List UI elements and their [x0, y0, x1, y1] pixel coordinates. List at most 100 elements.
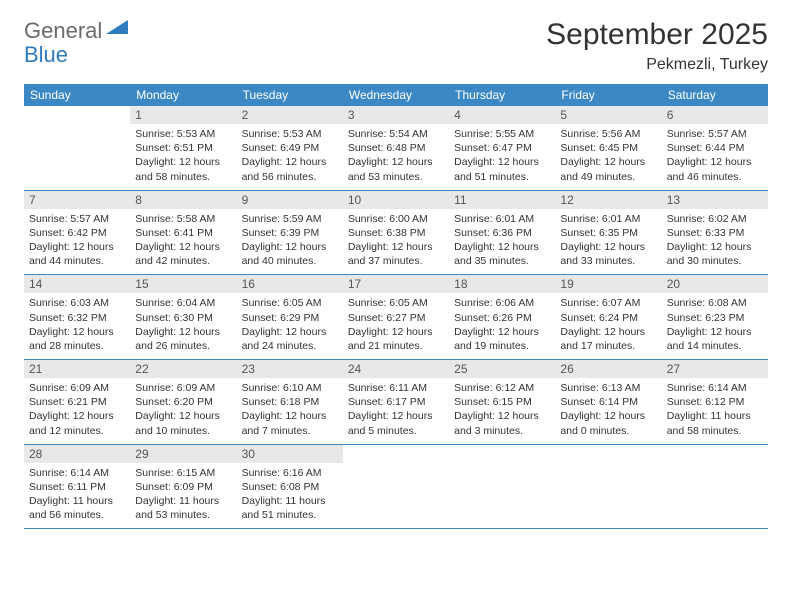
day-content: Sunrise: 6:02 AMSunset: 6:33 PMDaylight:… [662, 209, 768, 275]
day-number: 24 [343, 360, 449, 378]
day-content: Sunrise: 6:05 AMSunset: 6:29 PMDaylight:… [237, 293, 343, 359]
day-number: 16 [237, 275, 343, 293]
day-content: Sunrise: 5:56 AMSunset: 6:45 PMDaylight:… [555, 124, 661, 190]
day-content: Sunrise: 5:57 AMSunset: 6:42 PMDaylight:… [24, 209, 130, 275]
day-number: 22 [130, 360, 236, 378]
day-number: 28 [24, 445, 130, 463]
day-number [555, 445, 661, 449]
day-number: 11 [449, 191, 555, 209]
day-number: 25 [449, 360, 555, 378]
day-number: 21 [24, 360, 130, 378]
day-number: 10 [343, 191, 449, 209]
day-cell [662, 445, 768, 529]
month-title: September 2025 [546, 18, 768, 52]
day-content: Sunrise: 5:54 AMSunset: 6:48 PMDaylight:… [343, 124, 449, 190]
day-content: Sunrise: 5:59 AMSunset: 6:39 PMDaylight:… [237, 209, 343, 275]
logo-text-general: General [24, 18, 102, 44]
day-content: Sunrise: 6:09 AMSunset: 6:20 PMDaylight:… [130, 378, 236, 444]
day-number: 9 [237, 191, 343, 209]
day-content: Sunrise: 5:57 AMSunset: 6:44 PMDaylight:… [662, 124, 768, 190]
logo-sub: Blue [24, 42, 68, 68]
day-content: Sunrise: 6:14 AMSunset: 6:11 PMDaylight:… [24, 463, 130, 529]
day-content: Sunrise: 6:00 AMSunset: 6:38 PMDaylight:… [343, 209, 449, 275]
week-row: 28Sunrise: 6:14 AMSunset: 6:11 PMDayligh… [24, 445, 768, 530]
day-content: Sunrise: 5:55 AMSunset: 6:47 PMDaylight:… [449, 124, 555, 190]
day-cell: 26Sunrise: 6:13 AMSunset: 6:14 PMDayligh… [555, 360, 661, 444]
day-content: Sunrise: 6:01 AMSunset: 6:35 PMDaylight:… [555, 209, 661, 275]
day-content: Sunrise: 6:14 AMSunset: 6:12 PMDaylight:… [662, 378, 768, 444]
day-content: Sunrise: 6:04 AMSunset: 6:30 PMDaylight:… [130, 293, 236, 359]
day-cell: 18Sunrise: 6:06 AMSunset: 6:26 PMDayligh… [449, 275, 555, 359]
day-cell: 4Sunrise: 5:55 AMSunset: 6:47 PMDaylight… [449, 106, 555, 190]
logo-text-blue: Blue [24, 42, 68, 67]
day-number: 26 [555, 360, 661, 378]
day-cell: 10Sunrise: 6:00 AMSunset: 6:38 PMDayligh… [343, 191, 449, 275]
day-content: Sunrise: 6:13 AMSunset: 6:14 PMDaylight:… [555, 378, 661, 444]
day-number: 7 [24, 191, 130, 209]
day-content: Sunrise: 6:15 AMSunset: 6:09 PMDaylight:… [130, 463, 236, 529]
day-cell [343, 445, 449, 529]
title-block: September 2025 Pekmezli, Turkey [546, 18, 768, 74]
day-cell: 25Sunrise: 6:12 AMSunset: 6:15 PMDayligh… [449, 360, 555, 444]
week-row: 7Sunrise: 5:57 AMSunset: 6:42 PMDaylight… [24, 191, 768, 276]
day-number: 4 [449, 106, 555, 124]
day-cell: 9Sunrise: 5:59 AMSunset: 6:39 PMDaylight… [237, 191, 343, 275]
day-cell: 2Sunrise: 5:53 AMSunset: 6:49 PMDaylight… [237, 106, 343, 190]
day-cell [555, 445, 661, 529]
day-cell [24, 106, 130, 190]
week-row: 21Sunrise: 6:09 AMSunset: 6:21 PMDayligh… [24, 360, 768, 445]
day-number: 27 [662, 360, 768, 378]
day-content: Sunrise: 6:07 AMSunset: 6:24 PMDaylight:… [555, 293, 661, 359]
day-content: Sunrise: 6:16 AMSunset: 6:08 PMDaylight:… [237, 463, 343, 529]
day-number: 12 [555, 191, 661, 209]
day-number: 1 [130, 106, 236, 124]
day-cell: 15Sunrise: 6:04 AMSunset: 6:30 PMDayligh… [130, 275, 236, 359]
day-number [24, 106, 130, 110]
day-number: 13 [662, 191, 768, 209]
page-header: General September 2025 Pekmezli, Turkey [24, 18, 768, 74]
day-content: Sunrise: 6:10 AMSunset: 6:18 PMDaylight:… [237, 378, 343, 444]
day-cell: 30Sunrise: 6:16 AMSunset: 6:08 PMDayligh… [237, 445, 343, 529]
day-cell [449, 445, 555, 529]
day-header-cell: Tuesday [237, 84, 343, 106]
day-number: 14 [24, 275, 130, 293]
day-header-cell: Friday [555, 84, 661, 106]
logo: General [24, 18, 130, 44]
day-number: 30 [237, 445, 343, 463]
day-content: Sunrise: 5:53 AMSunset: 6:49 PMDaylight:… [237, 124, 343, 190]
day-content: Sunrise: 5:53 AMSunset: 6:51 PMDaylight:… [130, 124, 236, 190]
day-cell: 8Sunrise: 5:58 AMSunset: 6:41 PMDaylight… [130, 191, 236, 275]
day-cell: 27Sunrise: 6:14 AMSunset: 6:12 PMDayligh… [662, 360, 768, 444]
day-number: 20 [662, 275, 768, 293]
day-number: 18 [449, 275, 555, 293]
week-row: 1Sunrise: 5:53 AMSunset: 6:51 PMDaylight… [24, 106, 768, 191]
day-number [343, 445, 449, 449]
day-cell: 14Sunrise: 6:03 AMSunset: 6:32 PMDayligh… [24, 275, 130, 359]
day-number: 15 [130, 275, 236, 293]
day-content: Sunrise: 6:05 AMSunset: 6:27 PMDaylight:… [343, 293, 449, 359]
day-number [449, 445, 555, 449]
day-cell: 21Sunrise: 6:09 AMSunset: 6:21 PMDayligh… [24, 360, 130, 444]
weeks-container: 1Sunrise: 5:53 AMSunset: 6:51 PMDaylight… [24, 106, 768, 529]
logo-triangle-icon [106, 20, 128, 43]
calendar: SundayMondayTuesdayWednesdayThursdayFrid… [24, 84, 768, 529]
day-number: 23 [237, 360, 343, 378]
day-number: 5 [555, 106, 661, 124]
day-number: 8 [130, 191, 236, 209]
day-cell: 5Sunrise: 5:56 AMSunset: 6:45 PMDaylight… [555, 106, 661, 190]
day-number: 29 [130, 445, 236, 463]
day-cell: 7Sunrise: 5:57 AMSunset: 6:42 PMDaylight… [24, 191, 130, 275]
day-number: 17 [343, 275, 449, 293]
day-cell: 29Sunrise: 6:15 AMSunset: 6:09 PMDayligh… [130, 445, 236, 529]
day-cell: 22Sunrise: 6:09 AMSunset: 6:20 PMDayligh… [130, 360, 236, 444]
day-header-cell: Saturday [662, 84, 768, 106]
day-header-cell: Sunday [24, 84, 130, 106]
day-content: Sunrise: 6:11 AMSunset: 6:17 PMDaylight:… [343, 378, 449, 444]
day-header-cell: Monday [130, 84, 236, 106]
location-label: Pekmezli, Turkey [546, 56, 768, 74]
day-content: Sunrise: 6:06 AMSunset: 6:26 PMDaylight:… [449, 293, 555, 359]
day-number [662, 445, 768, 449]
day-cell: 17Sunrise: 6:05 AMSunset: 6:27 PMDayligh… [343, 275, 449, 359]
day-cell: 19Sunrise: 6:07 AMSunset: 6:24 PMDayligh… [555, 275, 661, 359]
day-content: Sunrise: 6:01 AMSunset: 6:36 PMDaylight:… [449, 209, 555, 275]
